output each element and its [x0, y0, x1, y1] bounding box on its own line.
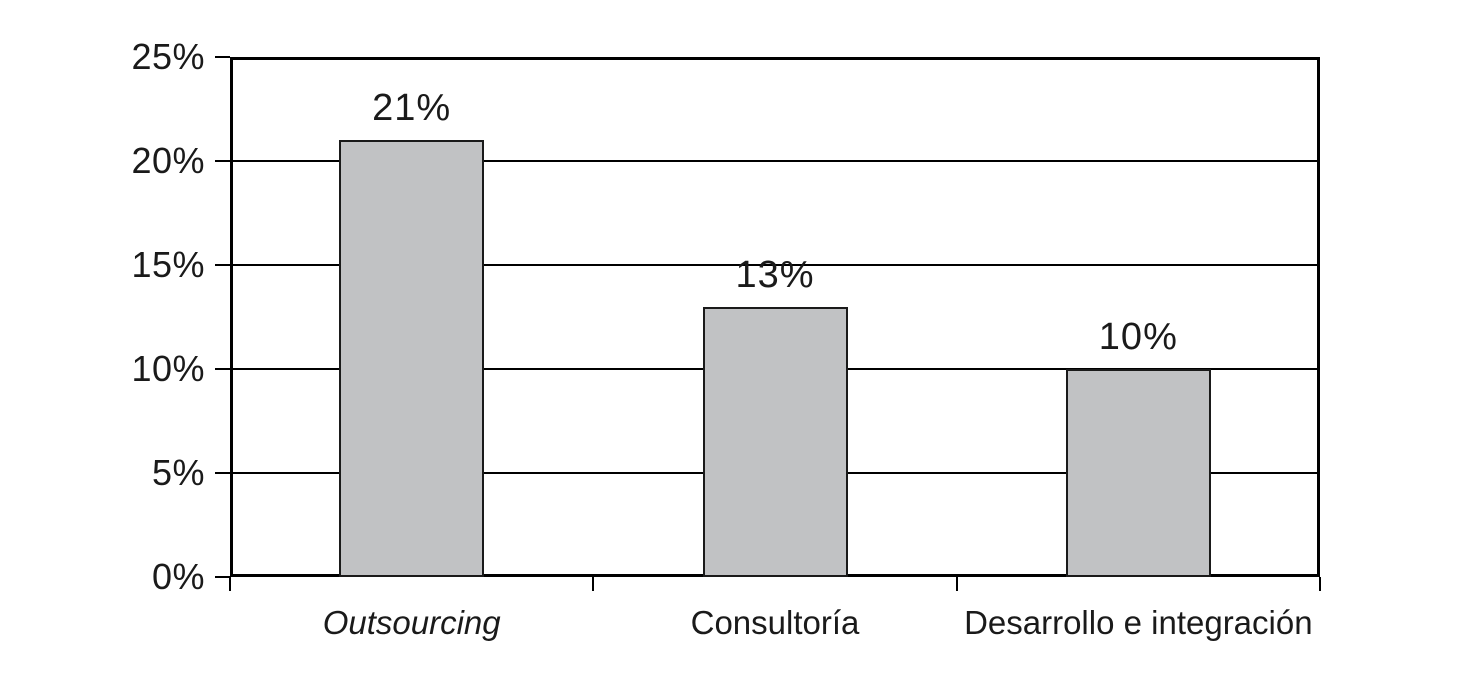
bar-value-label-0: 21% [372, 87, 452, 130]
bar-0 [339, 140, 485, 577]
category-label-0: Outsourcing [322, 604, 501, 641]
bar-2 [1065, 369, 1211, 577]
bar-1 [702, 306, 848, 577]
x-tick-mark-2 [955, 577, 958, 591]
category-label-2: Desarrollo e integración [964, 604, 1313, 641]
x-tick-mark-0 [229, 577, 231, 591]
y-tick-label-0%: 0% [151, 556, 205, 597]
y-tick-mark-20% [215, 160, 230, 162]
gridline-15% [230, 264, 1320, 266]
x-tick-mark-1 [592, 577, 595, 591]
y-tick-mark-15% [215, 264, 230, 266]
y-tick-mark-0% [215, 576, 230, 578]
gridline-20% [230, 160, 1320, 162]
y-tick-label-5%: 5% [151, 452, 205, 493]
y-tick-label-15%: 15% [131, 244, 205, 285]
y-tick-label-25%: 25% [131, 36, 205, 77]
y-tick-mark-25% [215, 56, 230, 58]
bar-value-label-2: 10% [1098, 316, 1178, 358]
bar-value-label-1: 13% [735, 253, 815, 296]
y-tick-mark-10% [215, 368, 230, 370]
y-tick-label-10%: 10% [131, 348, 205, 389]
y-tick-label-20%: 20% [131, 140, 205, 181]
category-label-1: Consultoría [690, 604, 860, 641]
x-tick-mark-3 [1319, 577, 1321, 591]
y-tick-mark-5% [215, 472, 230, 474]
